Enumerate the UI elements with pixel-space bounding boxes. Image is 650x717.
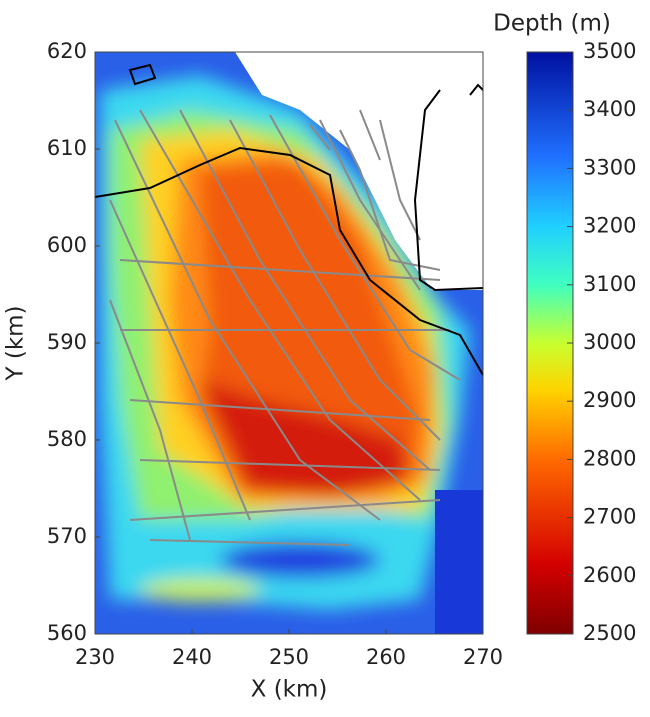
colorbar-tick-label: 3100 bbox=[583, 272, 636, 296]
x-tick-label: 240 bbox=[172, 645, 212, 669]
colorbar-tick-label: 3300 bbox=[583, 155, 636, 179]
x-tick-label: 270 bbox=[463, 645, 503, 669]
y-tick-label: 570 bbox=[47, 524, 87, 548]
x-tick-label: 260 bbox=[366, 645, 406, 669]
colorbar-tick-label: 2700 bbox=[583, 505, 636, 529]
y-tick-label: 610 bbox=[47, 136, 87, 160]
depth-map bbox=[94, 52, 484, 634]
colorbar bbox=[526, 51, 574, 635]
colorbar-tick-label: 3000 bbox=[583, 330, 636, 354]
x-axis-title: X (km) bbox=[251, 677, 328, 703]
colorbar-tick-label: 3200 bbox=[583, 214, 636, 238]
y-tick-label: 600 bbox=[47, 233, 87, 257]
x-tick-label: 250 bbox=[269, 645, 309, 669]
colorbar-tick-label: 2900 bbox=[583, 388, 636, 412]
y-tick-label: 620 bbox=[47, 39, 87, 63]
colorbar-tick-label: 3400 bbox=[583, 97, 636, 121]
colorbar-title: Depth (m) bbox=[493, 11, 611, 37]
y-axis-title: Y (km) bbox=[3, 305, 29, 381]
x-tick-label: 230 bbox=[75, 645, 115, 669]
colorbar-tick-label: 2500 bbox=[583, 621, 636, 645]
y-tick-label: 580 bbox=[47, 427, 87, 451]
colorbar-tick-label: 2600 bbox=[583, 563, 636, 587]
y-tick-label: 590 bbox=[47, 330, 87, 354]
colorbar-tick-label: 2800 bbox=[583, 446, 636, 470]
colorbar-tick-label: 3500 bbox=[583, 39, 636, 63]
y-tick-label: 560 bbox=[47, 621, 87, 645]
